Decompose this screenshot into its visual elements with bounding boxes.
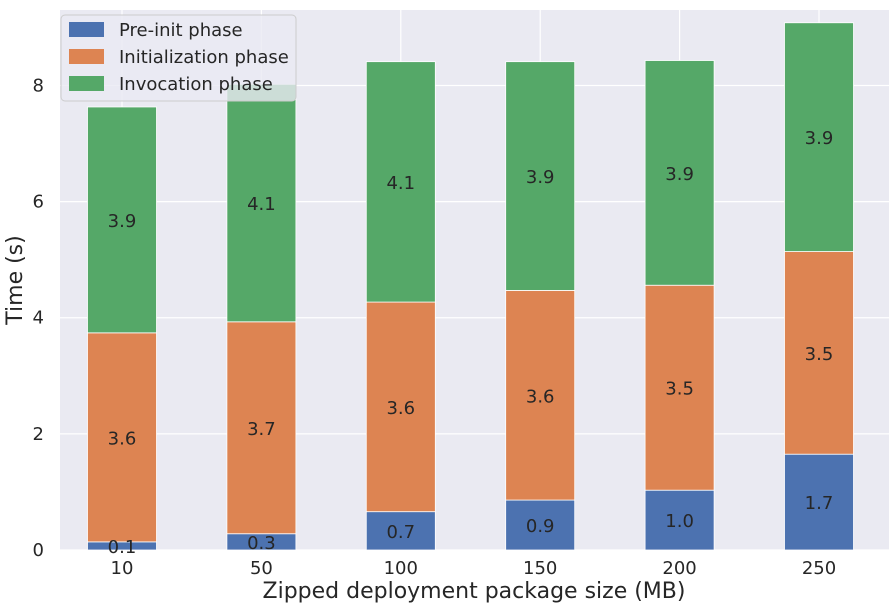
y-tick-label: 0 (33, 540, 44, 561)
legend: Pre-init phase Initialization phase Invoca… (60, 14, 297, 102)
y-axis-title: Time (s) (3, 235, 28, 325)
x-tick-label: 250 (802, 558, 836, 579)
y-tick-label: 8 (33, 75, 44, 96)
bar-segment (505, 499, 576, 551)
data-label: 3.9 (526, 167, 555, 188)
data-labels: 0.1 3.6 3.9 0.3 3.7 4.1 0.7 3.6 4.1 0.9 3.6 3.9 1.0 3… (108, 128, 834, 558)
legend-swatch (69, 49, 104, 64)
data-label: 1.7 (805, 493, 834, 514)
x-axis-ticks: 10 50 100 150 200 250 (111, 558, 837, 579)
legend-label: Invocation phase (119, 74, 273, 95)
x-tick-label: 50 (250, 558, 273, 579)
bar-segment (365, 61, 436, 303)
bar-segment (226, 83, 297, 323)
data-label: 3.5 (805, 344, 834, 365)
bar-segment (226, 321, 297, 535)
data-label: 4.1 (386, 173, 415, 194)
bar-segment (505, 290, 576, 501)
x-tick-label: 200 (662, 558, 696, 579)
data-label: 3.7 (247, 419, 276, 440)
x-tick-label: 10 (111, 558, 134, 579)
legend-swatch (69, 22, 104, 37)
data-label: 0.1 (108, 537, 137, 558)
bar-segment (365, 301, 436, 513)
bar-segment (505, 61, 576, 291)
bar-segment (644, 60, 715, 286)
data-label: 3.9 (805, 128, 834, 149)
data-label: 0.3 (247, 533, 276, 554)
y-tick-label: 4 (33, 308, 44, 329)
legend-label: Pre-init phase (119, 20, 243, 41)
data-label: 3.6 (386, 398, 415, 419)
data-label: 3.9 (665, 164, 694, 185)
data-label: 3.5 (665, 379, 694, 400)
bar-segment (784, 251, 854, 455)
x-axis-title: Zipped deployment package size (MB) (263, 579, 686, 604)
legend-swatch (69, 76, 104, 91)
x-tick-label: 100 (384, 558, 418, 579)
data-label: 0.7 (386, 522, 415, 543)
bars (87, 22, 854, 551)
legend-box (60, 14, 297, 102)
y-tick-label: 2 (33, 424, 44, 445)
data-label: 0.9 (526, 516, 555, 537)
data-label: 3.6 (108, 428, 137, 449)
bar-segment (365, 511, 436, 551)
y-tick-label: 6 (33, 192, 44, 213)
data-label: 1.0 (665, 511, 694, 532)
bar-segment (87, 332, 157, 543)
x-tick-label: 150 (523, 558, 557, 579)
legend-label: Initialization phase (119, 47, 289, 68)
data-label: 3.6 (526, 386, 555, 407)
data-label: 3.9 (108, 211, 137, 232)
bar-segment (784, 22, 854, 252)
bar-segment (644, 489, 715, 551)
bar-segment (784, 453, 854, 551)
y-axis-ticks: 0 2 4 6 8 (33, 75, 44, 561)
data-label: 4.1 (247, 194, 276, 215)
bar-segment (87, 106, 157, 334)
